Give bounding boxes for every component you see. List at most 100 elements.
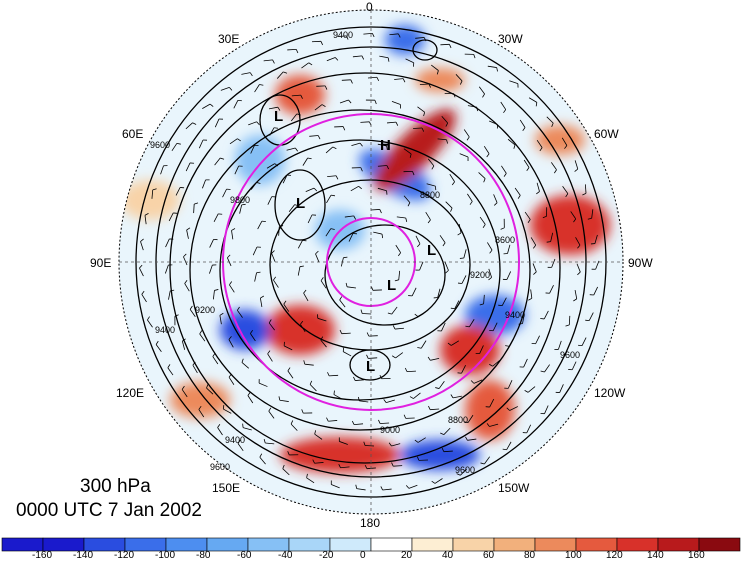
- wind-barb: [478, 172, 486, 179]
- wind-barb: [469, 319, 475, 328]
- wind-barb-feather: [217, 424, 221, 428]
- wind-barb-feather: [181, 385, 185, 390]
- wind-barb-feather: [539, 147, 543, 152]
- contour-label: 9200: [470, 270, 491, 280]
- wind-barb: [303, 292, 309, 302]
- wind-barb: [530, 289, 533, 299]
- lon-label-90e: 90E: [90, 256, 112, 270]
- wind-barb-feather: [496, 67, 498, 72]
- lon-label-0: 0: [366, 0, 373, 14]
- wind-barb-feather: [409, 396, 414, 399]
- wind-barb: [282, 468, 290, 476]
- wind-barb: [175, 187, 181, 196]
- wind-barb: [350, 185, 359, 192]
- wind-barb-feather: [360, 309, 363, 314]
- wind-barb-feather: [398, 33, 401, 38]
- wind-barb: [452, 395, 462, 399]
- wind-barb-feather: [228, 373, 232, 378]
- wind-barb: [267, 196, 273, 205]
- wind-barb-feather: [303, 360, 306, 365]
- wind-barb: [168, 290, 171, 300]
- level-title: 300 hPa: [80, 476, 151, 497]
- wind-barb-feather: [348, 99, 352, 104]
- wind-barb-feather: [227, 254, 231, 259]
- lon-label-60w: 60W: [594, 127, 619, 141]
- wind-barb: [467, 105, 477, 108]
- wind-barb: [478, 86, 485, 95]
- wind-barb: [139, 267, 144, 277]
- wind-barb: [315, 253, 320, 263]
- wind-barb: [213, 213, 219, 223]
- wind-barb: [183, 256, 188, 266]
- wind-barb-feather: [170, 289, 175, 292]
- wind-barb-feather: [299, 265, 304, 268]
- contour-label: 9600: [150, 140, 171, 150]
- wind-barb: [551, 258, 556, 268]
- wind-barb: [339, 299, 346, 308]
- wind-barb: [206, 387, 214, 395]
- wind-barb: [368, 357, 378, 359]
- wind-barb: [507, 138, 516, 146]
- wind-barb: [189, 309, 196, 317]
- wind-barb-feather: [274, 163, 279, 167]
- wind-barb: [509, 80, 519, 85]
- wind-barb-feather: [283, 71, 288, 74]
- wind-barb: [591, 209, 594, 219]
- wind-barb-feather: [366, 332, 370, 337]
- wind-barb: [229, 138, 238, 145]
- wind-barb: [359, 400, 369, 403]
- wind-barb: [550, 232, 554, 242]
- wind-barb-feather: [308, 62, 313, 66]
- wind-barb: [333, 394, 343, 400]
- wind-barb: [362, 313, 372, 315]
- map-boundary: [118, 9, 624, 515]
- wind-barb: [501, 165, 507, 174]
- wind-barb-feather: [482, 224, 486, 228]
- wind-barb-feather: [267, 350, 271, 355]
- wind-barb-feather: [301, 409, 304, 414]
- wind-barb-feather: [506, 407, 510, 411]
- wind-barb: [441, 116, 448, 124]
- wind-barb: [420, 340, 427, 349]
- contour-label: 9600: [210, 462, 231, 472]
- wind-barb-feather: [359, 142, 363, 147]
- wind-barb: [266, 163, 275, 169]
- wind-barb-feather: [466, 136, 470, 141]
- wind-barb: [443, 450, 453, 453]
- wind-barb-feather: [533, 271, 537, 275]
- wind-barb: [492, 322, 498, 331]
- wind-barb-feather: [277, 106, 281, 111]
- lon-label-30e: 30E: [218, 32, 240, 46]
- wind-barb: [523, 159, 530, 168]
- wind-barb-feather: [249, 72, 253, 77]
- wind-barb: [493, 194, 498, 203]
- wind-barb-feather: [524, 390, 529, 393]
- wind-barb-feather: [303, 289, 307, 294]
- wind-barb: [198, 139, 204, 149]
- wind-barb-feather: [358, 186, 362, 190]
- wind-barb-feather: [376, 77, 380, 82]
- wind-barb: [234, 165, 240, 175]
- wind-barb: [325, 146, 334, 154]
- wind-barb-feather: [427, 219, 431, 224]
- wind-barb: [252, 246, 258, 256]
- wind-barb: [302, 157, 308, 166]
- wind-barb-feather: [536, 191, 540, 195]
- wind-barb: [147, 319, 153, 328]
- colorbar-tick-label: -60: [237, 550, 252, 561]
- wind-barb: [377, 143, 387, 147]
- wind-barb: [193, 204, 195, 214]
- wind-barb: [576, 263, 581, 273]
- wind-barb: [526, 424, 532, 434]
- wind-barb: [297, 240, 303, 249]
- wind-barb-feather: [268, 407, 272, 412]
- wind-barb: [237, 443, 244, 452]
- wind-barb: [522, 314, 525, 324]
- wind-barb-feather: [314, 430, 317, 435]
- wind-barb-feather: [229, 281, 233, 286]
- wind-barb: [307, 214, 313, 224]
- wind-barb: [427, 158, 435, 167]
- lon-label-60e: 60E: [122, 127, 144, 141]
- wind-barb: [254, 272, 257, 282]
- wind-barb: [241, 72, 251, 75]
